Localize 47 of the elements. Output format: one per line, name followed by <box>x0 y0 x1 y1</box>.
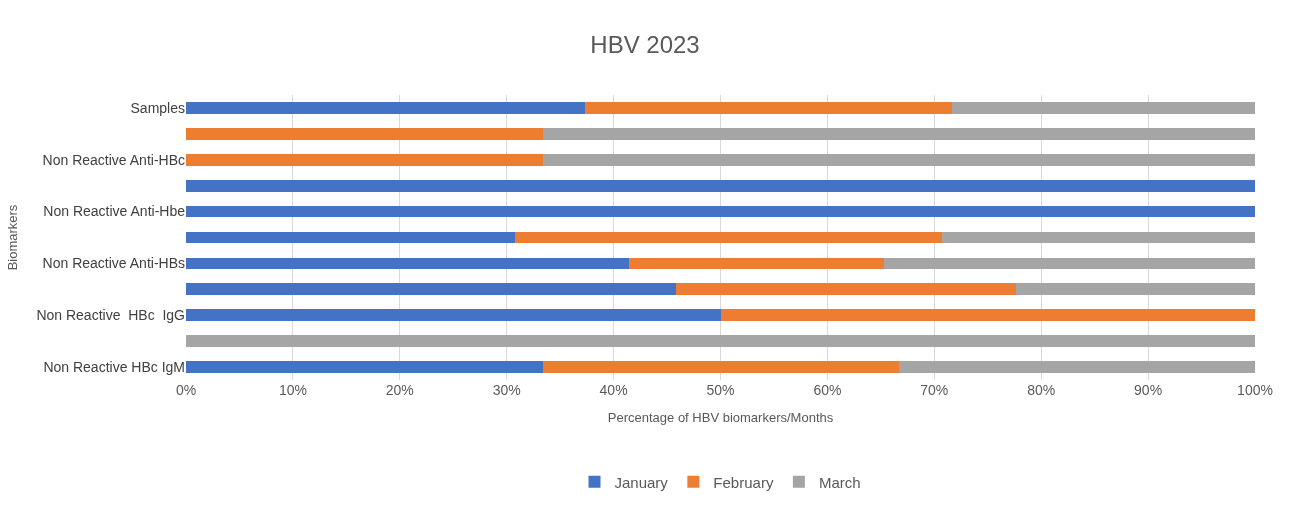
bar <box>543 153 1255 166</box>
y-tick-label: Non Reactive Anti-HBs <box>42 255 185 272</box>
bar <box>1015 283 1255 296</box>
bar <box>515 231 942 244</box>
bar <box>186 335 1255 347</box>
y-tick-label: Non Reactive Anti-Hbe <box>43 203 186 220</box>
bar <box>186 309 721 322</box>
bar <box>584 102 953 114</box>
bar <box>186 153 544 166</box>
bar <box>186 128 544 140</box>
y-tick-label: Samples <box>130 99 185 116</box>
bar <box>543 361 900 373</box>
x-tick-label: 70% <box>920 382 949 398</box>
x-tick-label: 10% <box>278 382 307 398</box>
bar <box>186 231 516 244</box>
bar <box>628 257 885 270</box>
x-tick-label: 0% <box>175 382 197 398</box>
x-tick-label: 50% <box>706 382 735 398</box>
x-tick-label: 30% <box>492 382 521 398</box>
bar <box>186 257 629 270</box>
legend-label: March <box>818 473 861 491</box>
legend-label: January <box>614 473 669 491</box>
bar <box>884 257 1255 270</box>
bar <box>186 102 585 114</box>
x-tick-label: 90% <box>1134 382 1163 398</box>
bar <box>899 361 1255 373</box>
bar <box>543 128 1255 140</box>
x-tick-label: 20% <box>385 382 414 398</box>
bar <box>952 102 1255 114</box>
bar <box>675 283 1016 296</box>
x-tick-label: 40% <box>599 382 628 398</box>
bar <box>186 361 544 373</box>
x-tick-label: 60% <box>813 382 842 398</box>
y-tick-label: Non Reactive HBc IgM <box>43 358 185 375</box>
y-tick-label: Non Reactive Anti-HBc <box>42 151 185 168</box>
bar <box>941 231 1255 244</box>
bar <box>186 179 1255 192</box>
chart-title: HBV 2023 <box>590 30 700 58</box>
x-axis-title: Percentage of HBV biomarkers/Months <box>607 409 834 425</box>
y-tick-label: Non Reactive HBc IgG <box>36 307 185 324</box>
legend-label: February <box>713 473 774 491</box>
x-tick-label: 100% <box>1237 382 1273 398</box>
bar <box>720 309 1255 322</box>
x-tick-label: 80% <box>1027 382 1056 398</box>
y-axis-title: Biomarkers <box>5 204 21 271</box>
bar <box>186 205 1255 218</box>
bar <box>186 283 676 296</box>
